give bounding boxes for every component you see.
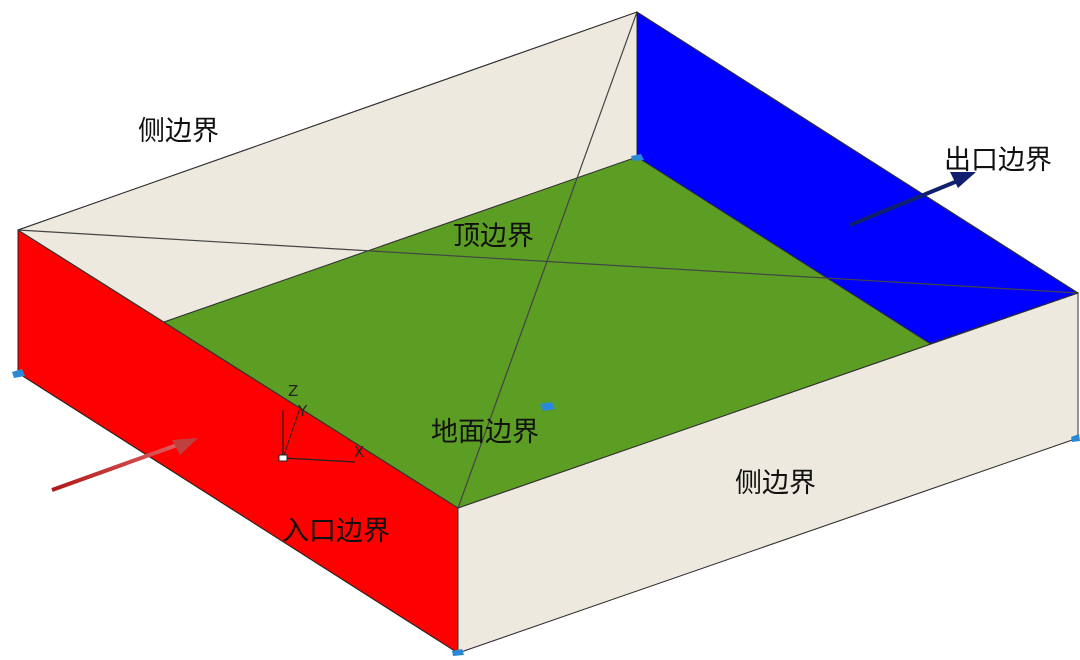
label-top-boundary: 顶边界 <box>453 221 534 252</box>
label-side-boundary-back: 侧边界 <box>138 116 219 147</box>
outlet-arrow <box>849 172 976 227</box>
center-marker <box>540 402 555 411</box>
label-ground-boundary: 地面边界 <box>431 417 539 448</box>
corner-marker-right <box>1071 434 1080 442</box>
corner-marker-back <box>631 154 644 161</box>
label-outlet-boundary: 出口边界 <box>944 145 1052 176</box>
corner-marker-bottom <box>452 649 464 656</box>
label-side-boundary-front: 侧边界 <box>735 468 816 499</box>
hidden-edge <box>929 292 1079 344</box>
axis-z-label: Z <box>288 382 298 400</box>
corner-marker-left <box>12 369 25 378</box>
axis-x-label: X <box>354 443 364 461</box>
label-inlet-boundary: 入口边界 <box>282 516 390 547</box>
top-boundary-diagonal-2 <box>457 11 638 509</box>
top-boundary-diagonal-1 <box>17 229 1079 294</box>
inlet-arrow <box>51 438 198 492</box>
coordinate-axes: Z Y X <box>278 382 364 463</box>
axis-y-label: Y <box>297 402 308 420</box>
